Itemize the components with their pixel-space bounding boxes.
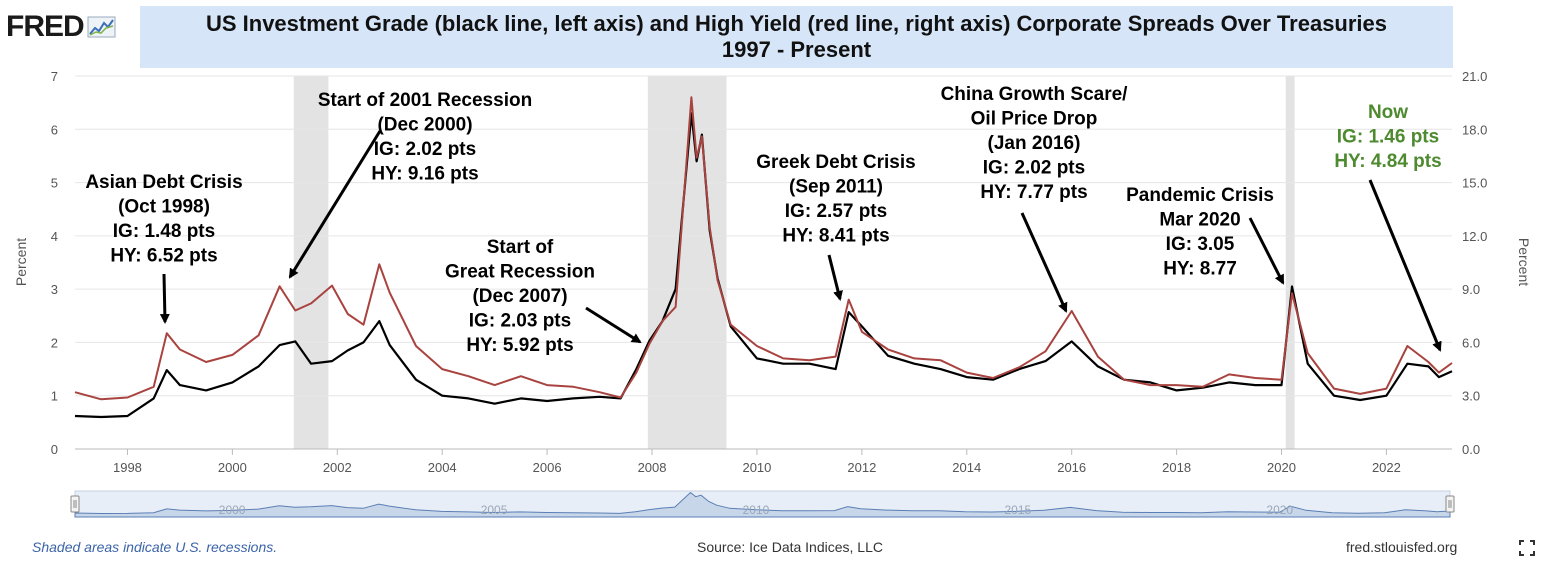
right-tick-label: 12.0 (1462, 229, 1487, 244)
navigator-tick-label: 2000 (219, 503, 246, 517)
annotation-arrow (585, 306, 642, 344)
chart-title: US Investment Grade (black line, left ax… (140, 6, 1453, 68)
x-tick-label: 2020 (1267, 460, 1296, 475)
recession-band (647, 76, 727, 449)
left-tick-label: 4 (51, 229, 58, 244)
left-axis-label: Percent (13, 238, 29, 286)
annotation-text: HY: 8.77 (1163, 259, 1237, 280)
annotation-text: Asian Debt Crisis (85, 172, 242, 193)
left-tick-label: 5 (51, 176, 58, 191)
annotation-text: IG: 3.05 (1166, 234, 1235, 255)
x-tick-label: 2010 (742, 460, 771, 475)
source-text: Source: Ice Data Indices, LLC (697, 539, 883, 555)
right-tick-label: 18.0 (1462, 122, 1487, 137)
left-tick-label: 3 (51, 282, 58, 297)
right-tick-label: 9.0 (1462, 282, 1480, 297)
annotation-text: HY: 5.92 pts (466, 335, 573, 356)
annotation-text: HY: 4.84 pts (1334, 151, 1441, 172)
left-tick-label: 7 (51, 69, 58, 84)
navigator-tick-label: 2005 (481, 503, 508, 517)
annotation-text: HY: 9.16 pts (371, 164, 478, 185)
x-tick-label: 2014 (952, 460, 981, 475)
range-navigator[interactable]: 2000 2005 2010 2015 2020 (70, 490, 1455, 518)
right-tick-label: 15.0 (1462, 176, 1487, 191)
annotation-arrow (827, 254, 843, 301)
right-tick-label: 3.0 (1462, 389, 1480, 404)
annotation-arrow (1368, 179, 1442, 352)
navigator-left-handle[interactable] (70, 495, 80, 513)
annotation-text: Mar 2020 (1159, 210, 1240, 231)
annotation-text: Pandemic Crisis (1126, 185, 1274, 206)
logo-text: FRED (6, 10, 85, 43)
annotation-text: HY: 6.52 pts (110, 246, 217, 267)
annotation-text: IG: 1.46 pts (1337, 127, 1439, 148)
navigator-tick-label: 2010 (743, 503, 770, 517)
series-lines (74, 96, 1453, 419)
annotation-text: IG: 2.03 pts (469, 311, 571, 332)
annotation-text: IG: 2.02 pts (374, 139, 476, 160)
annotation-text: (Jan 2016) (988, 133, 1081, 154)
x-axis: 1998 2000 2002 2004 2006 2008 2010 2012 2014 2016… (75, 448, 1452, 475)
chart-title-line2: 1997 - Present (721, 37, 872, 62)
annotation-arrow (1020, 212, 1068, 313)
annotation-text: Start of (487, 237, 554, 258)
right-tick-label: 0.0 (1462, 442, 1480, 457)
annotation-text: IG: 1.48 pts (113, 221, 215, 242)
annotation-text: Great Recession (445, 262, 595, 283)
left-tick-label: 2 (51, 335, 58, 350)
x-tick-label: 2018 (1162, 460, 1191, 475)
fred-graph-icon (87, 16, 116, 38)
annotation-text: (Oct 1998) (118, 197, 210, 218)
right-axis: 0.0 3.0 6.0 9.0 12.0 15.0 18.0 21.0 Percent (1462, 69, 1532, 457)
x-tick-label: 2016 (1057, 460, 1086, 475)
recession-note: Shaded areas indicate U.S. recessions. (32, 539, 278, 555)
annotation-text: (Dec 2007) (472, 286, 567, 307)
annotation-text: HY: 7.77 pts (980, 182, 1087, 203)
navigator-tick-label: 2015 (1005, 503, 1032, 517)
annotation-arrow (159, 273, 170, 324)
x-tick-label: 2022 (1372, 460, 1401, 475)
left-tick-label: 1 (51, 389, 58, 404)
x-tick-label: 2000 (218, 460, 247, 475)
annotation-text: IG: 2.02 pts (983, 158, 1085, 179)
annotation-text: Now (1368, 102, 1408, 123)
annotation-text: HY: 8.41 pts (782, 226, 889, 247)
annotation-text: Start of 2001 Recession (318, 90, 532, 111)
right-axis-label: Percent (1516, 238, 1532, 286)
annotation-text: Greek Debt Crisis (756, 152, 915, 173)
annotation-text: Oil Price Drop (971, 109, 1098, 130)
fullscreen-icon[interactable] (1519, 540, 1535, 556)
x-tick-label: 2004 (428, 460, 457, 475)
chart-title-line1: US Investment Grade (black line, left ax… (205, 11, 1388, 36)
navigator-tick-label: 2020 (1266, 503, 1293, 517)
right-tick-label: 21.0 (1462, 69, 1487, 84)
annotations: Asian Debt Crisis (Oct 1998) IG: 1.48 pts H… (85, 84, 1441, 356)
annotation-text: China Growth Scare/ (941, 84, 1129, 105)
recession-band (1285, 76, 1295, 449)
x-tick-label: 2002 (323, 460, 352, 475)
grid-lines (75, 75, 1452, 450)
series-line-hy (74, 96, 1453, 401)
annotation-arrow (1248, 217, 1285, 285)
annotation-text: IG: 2.57 pts (785, 201, 887, 222)
annotation-text: (Dec 2000) (377, 115, 472, 136)
fred-logo[interactable]: FRED (6, 10, 117, 44)
navigator-right-handle[interactable] (1445, 495, 1455, 513)
annotation-text: (Sep 2011) (789, 177, 883, 198)
annotation-arrow (288, 130, 382, 279)
x-tick-label: 2006 (533, 460, 562, 475)
x-tick-label: 2008 (638, 460, 667, 475)
left-axis: 0 1 2 3 4 5 6 7 Percent (13, 69, 58, 457)
fred-url[interactable]: fred.stlouisfed.org (1346, 539, 1458, 555)
x-tick-label: 1998 (113, 460, 142, 475)
x-tick-label: 2012 (847, 460, 876, 475)
left-tick-label: 0 (51, 442, 58, 457)
navigator-series (74, 491, 1451, 518)
right-tick-label: 6.0 (1462, 335, 1480, 350)
left-tick-label: 6 (51, 122, 58, 137)
